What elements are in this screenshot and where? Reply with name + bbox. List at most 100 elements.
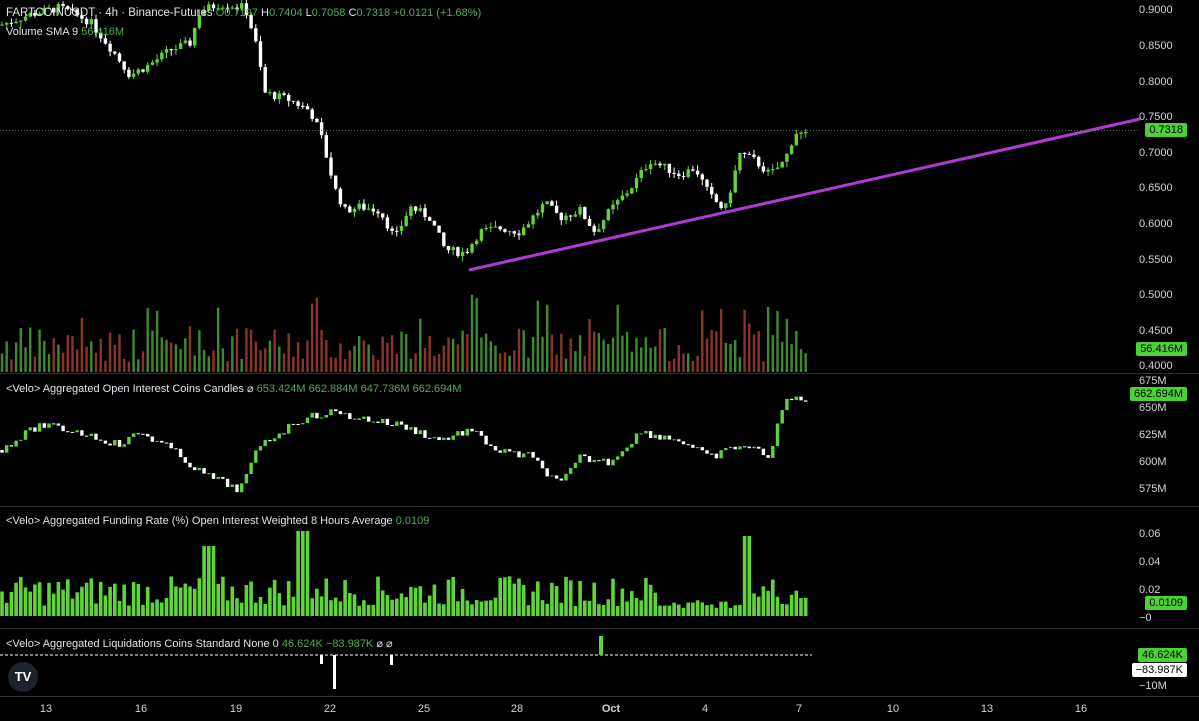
- price-candle: [188, 40, 192, 46]
- price-candle: [216, 8, 220, 10]
- price-candle: [395, 230, 399, 232]
- volume-bar: [522, 330, 525, 372]
- price-candle: [592, 225, 596, 232]
- volume-bar: [57, 344, 60, 372]
- funding-bar: [489, 600, 493, 616]
- oi-candle: [42, 423, 46, 428]
- funding-bar: [714, 607, 719, 616]
- price-candle: [648, 164, 653, 170]
- funding-bar: [174, 586, 178, 616]
- oi-candle: [244, 473, 249, 484]
- oi-candle: [287, 423, 291, 434]
- price-candle: [19, 20, 23, 22]
- price-candle: [630, 188, 634, 194]
- oi-candle: [583, 454, 587, 457]
- funding-bar: [160, 602, 164, 616]
- oi-candle: [9, 445, 14, 447]
- price-candle: [714, 194, 719, 203]
- oi-legend[interactable]: <Velo> Aggregated Open Interest Coins Ca…: [6, 382, 462, 395]
- price-candle: [413, 206, 418, 211]
- volume-bar: [597, 333, 601, 372]
- oi-candle: [409, 427, 413, 430]
- liq-legend[interactable]: <Velo> Aggregated Liquidations Coins Sta…: [6, 637, 393, 650]
- funding-bar: [681, 607, 686, 616]
- volume-bar: [278, 346, 281, 372]
- oi-candle: [625, 447, 629, 452]
- price-candle: [554, 205, 559, 213]
- price-candle: [601, 220, 606, 230]
- funding-bar: [427, 595, 432, 616]
- oi-candle: [404, 424, 408, 430]
- pane-separator[interactable]: [0, 628, 1199, 629]
- volume-bar: [682, 353, 685, 372]
- oi-candle: [366, 416, 371, 422]
- funding-legend[interactable]: <Velo> Aggregated Funding Rate (%) Open …: [6, 515, 429, 527]
- price-candle: [757, 156, 761, 167]
- funding-bar: [474, 599, 479, 616]
- price-candle: [282, 93, 286, 95]
- volume-bar: [672, 358, 676, 372]
- price-candle: [667, 163, 672, 173]
- price-candle: [136, 69, 140, 74]
- oi-candle: [601, 458, 606, 461]
- funding-bar: [94, 603, 98, 616]
- funding-bar: [333, 597, 338, 616]
- oi-candle: [794, 396, 798, 401]
- volume-bar: [10, 359, 13, 372]
- eye-off-icon[interactable]: ⌀: [246, 383, 254, 395]
- high-label: H: [260, 7, 269, 19]
- funding-bar: [639, 600, 643, 616]
- funding-bar: [399, 593, 404, 616]
- symbol-legend[interactable]: FARTCOINUSDT · 4h · Binance-Futures O0.7…: [6, 7, 481, 19]
- volume-bar: [226, 360, 229, 372]
- volume-bar: [146, 308, 149, 372]
- price-candle: [498, 226, 502, 230]
- pane-separator[interactable]: [0, 506, 1199, 507]
- funding-bar: [338, 601, 343, 616]
- oi-candle: [75, 430, 79, 433]
- pane-separator[interactable]: [0, 373, 1199, 374]
- volume-bar: [165, 339, 168, 372]
- funding-bar: [390, 599, 394, 616]
- volume-bar: [423, 348, 427, 372]
- oi-candle: [338, 411, 343, 415]
- last-price-tag: 0.7318: [1145, 123, 1187, 137]
- oi-title: <Velo> Aggregated Open Interest Coins Ca…: [6, 383, 244, 395]
- volume-bar: [282, 353, 286, 372]
- price-candle: [366, 208, 371, 210]
- symbol-title[interactable]: FARTCOINUSDT · 4h · Binance-Futures: [6, 7, 213, 19]
- oi-candle: [371, 421, 375, 423]
- funding-bar: [503, 577, 507, 616]
- volume-bar: [400, 331, 403, 372]
- funding-bar: [620, 588, 625, 616]
- funding-bar: [691, 602, 695, 616]
- funding-bar: [183, 583, 188, 616]
- price-candle: [240, 3, 244, 9]
- oi-candle: [733, 446, 737, 450]
- volume-legend[interactable]: Volume SMA 9 56.416M: [6, 26, 124, 38]
- oi-candle: [14, 440, 18, 447]
- eye-off-icon[interactable]: ⌀ ⌀: [376, 638, 393, 650]
- funding-bar: [89, 578, 94, 616]
- tradingview-logo[interactable]: TV: [8, 662, 38, 692]
- volume-bar: [235, 328, 239, 372]
- price-candle: [564, 215, 568, 221]
- funding-bar: [9, 591, 14, 616]
- volume-bar: [325, 339, 328, 372]
- volume-bar: [781, 341, 784, 372]
- funding-bar: [0, 591, 4, 616]
- price-candle: [155, 59, 159, 63]
- oi-candle: [70, 431, 75, 433]
- funding-bar: [61, 589, 65, 616]
- low-label: L: [305, 7, 312, 19]
- oi-candle: [470, 428, 474, 432]
- funding-bar: [630, 591, 634, 616]
- price-candle: [559, 212, 563, 221]
- pane-separator[interactable]: [0, 696, 1199, 697]
- volume-bar: [719, 309, 723, 372]
- oi-candle: [799, 396, 803, 401]
- price-candle: [75, 9, 79, 16]
- oi-candle: [254, 450, 258, 463]
- oi-candle: [616, 456, 620, 460]
